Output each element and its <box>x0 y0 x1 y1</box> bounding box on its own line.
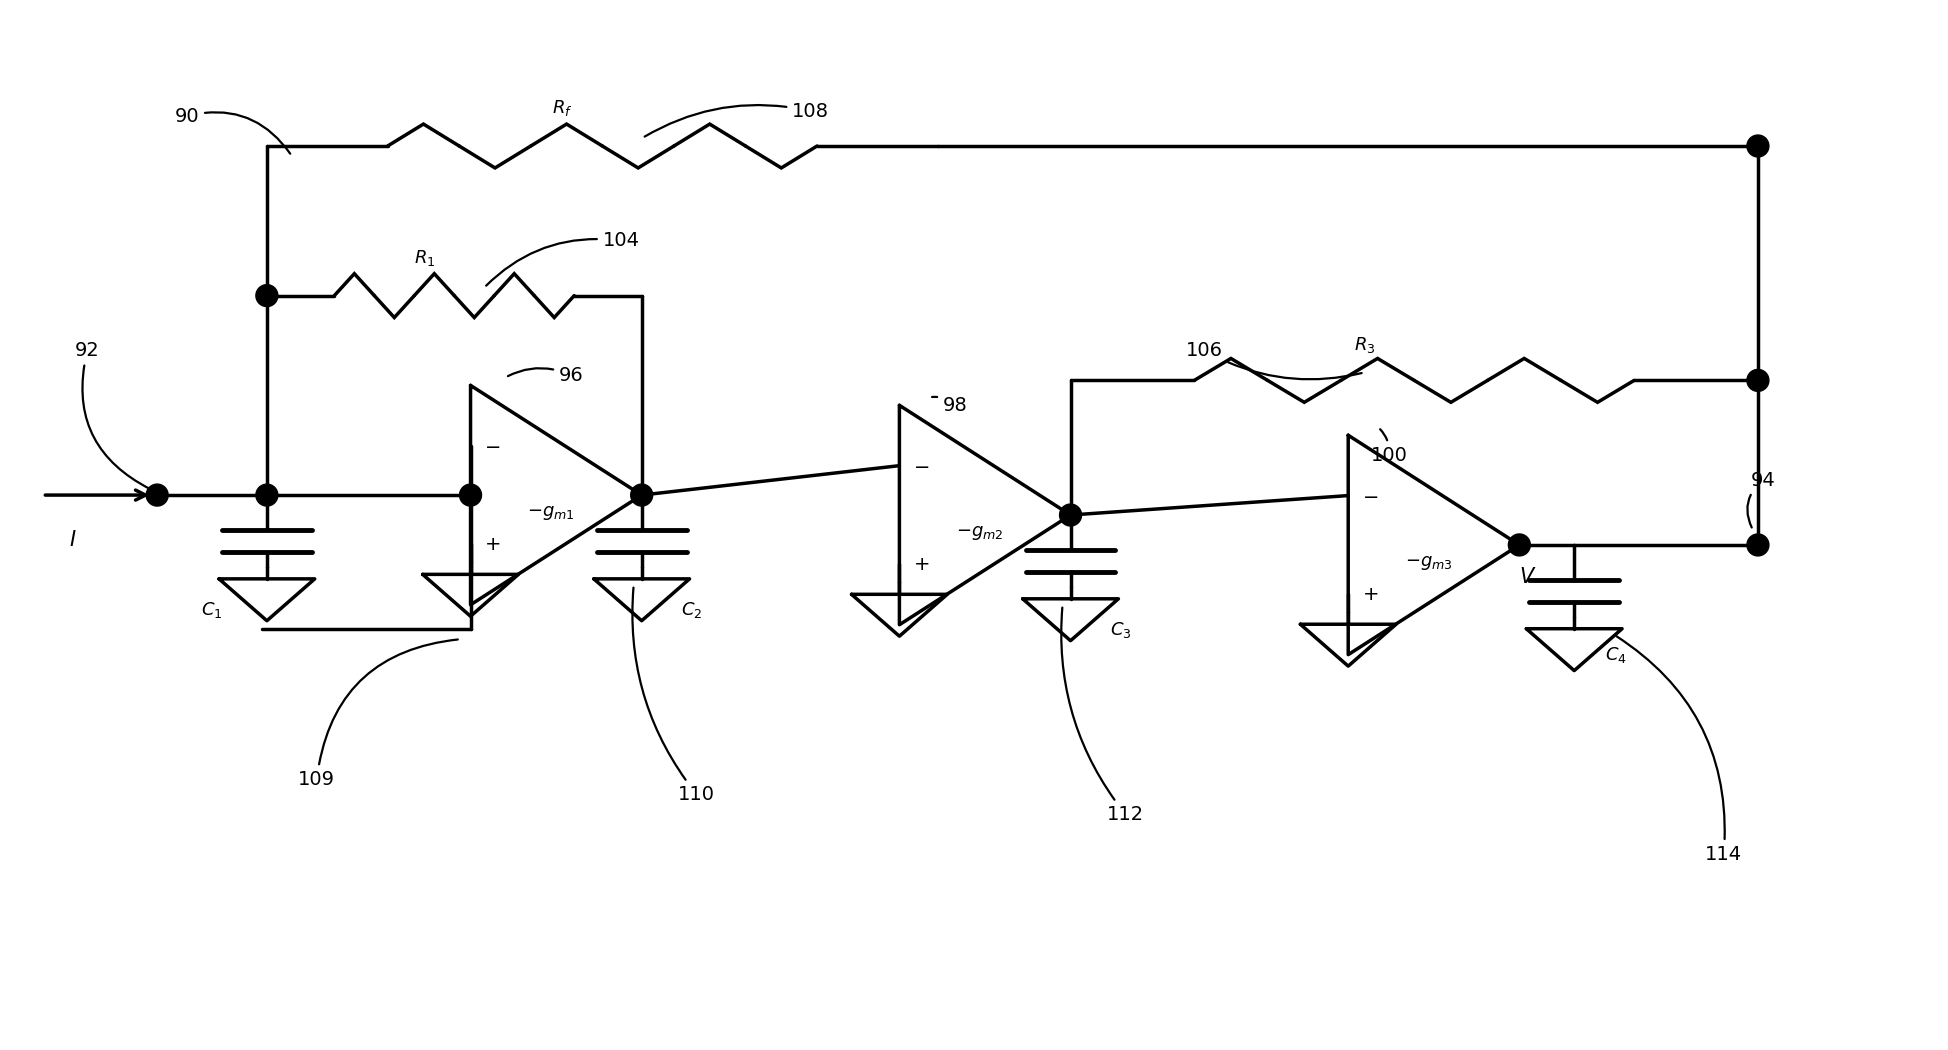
Text: $-$: $-$ <box>1362 486 1377 505</box>
Text: $+$: $+$ <box>483 534 501 554</box>
Text: 92: 92 <box>74 341 150 489</box>
Text: $-g_{m1}$: $-g_{m1}$ <box>528 504 575 522</box>
Text: 104: 104 <box>485 231 639 286</box>
Circle shape <box>146 484 168 506</box>
Text: 106: 106 <box>1184 341 1362 379</box>
Circle shape <box>1745 534 1769 555</box>
Text: $+$: $+$ <box>914 554 929 574</box>
Text: 90: 90 <box>175 107 290 153</box>
Circle shape <box>1060 504 1081 526</box>
Text: $R_1$: $R_1$ <box>413 248 434 268</box>
Circle shape <box>1745 370 1769 392</box>
Circle shape <box>255 484 279 506</box>
Circle shape <box>1745 135 1769 158</box>
Text: $-g_{m2}$: $-g_{m2}$ <box>956 524 1003 542</box>
Text: $-$: $-$ <box>914 456 929 476</box>
Text: 114: 114 <box>1615 636 1742 864</box>
Text: $R_f$: $R_f$ <box>551 98 573 118</box>
Circle shape <box>255 285 279 307</box>
Text: $C_2$: $C_2$ <box>680 600 701 620</box>
Text: $+$: $+$ <box>1362 585 1377 604</box>
Text: $R_3$: $R_3$ <box>1354 336 1375 356</box>
Text: 110: 110 <box>631 588 715 804</box>
Text: 94: 94 <box>1747 470 1775 527</box>
Circle shape <box>631 484 653 506</box>
Circle shape <box>1508 534 1529 555</box>
Text: 112: 112 <box>1062 608 1143 824</box>
Text: 100: 100 <box>1369 429 1406 465</box>
Text: $I$: $I$ <box>68 530 76 550</box>
Text: $C_3$: $C_3$ <box>1108 620 1130 639</box>
Text: $-g_{m3}$: $-g_{m3}$ <box>1405 554 1451 572</box>
Text: $C_1$: $C_1$ <box>201 600 222 620</box>
Text: 108: 108 <box>645 102 828 136</box>
Text: $-$: $-$ <box>485 436 501 456</box>
Text: $C_4$: $C_4$ <box>1605 645 1627 665</box>
Text: $V$: $V$ <box>1517 567 1535 587</box>
Circle shape <box>460 484 481 506</box>
Text: 98: 98 <box>931 396 966 415</box>
Text: 96: 96 <box>508 365 582 385</box>
Text: 109: 109 <box>298 639 458 789</box>
